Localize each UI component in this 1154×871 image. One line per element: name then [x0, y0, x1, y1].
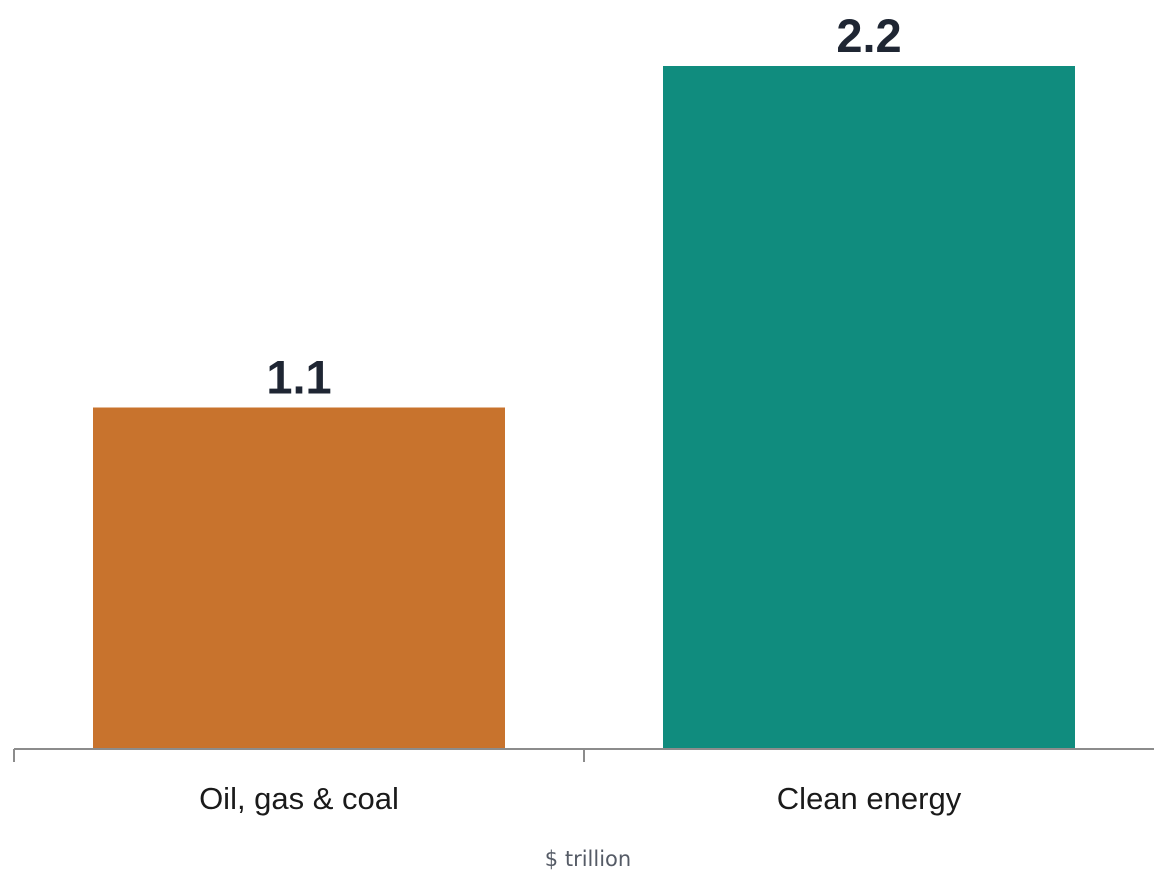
- bars-layer: [93, 66, 1075, 749]
- category-label-0: Oil, gas & coal: [199, 781, 399, 816]
- value-labels-layer: 1.1 2.2: [266, 9, 901, 404]
- x-axis-unit-label: $ trillion: [545, 847, 631, 871]
- bar-0: [93, 407, 505, 749]
- category-labels-layer: Oil, gas & coal Clean energy: [199, 781, 962, 816]
- x-axis: [13, 748, 1154, 762]
- category-label-1: Clean energy: [777, 781, 962, 816]
- value-label-0: 1.1: [266, 351, 331, 404]
- bar-1: [663, 66, 1075, 749]
- value-label-1: 2.2: [836, 9, 901, 62]
